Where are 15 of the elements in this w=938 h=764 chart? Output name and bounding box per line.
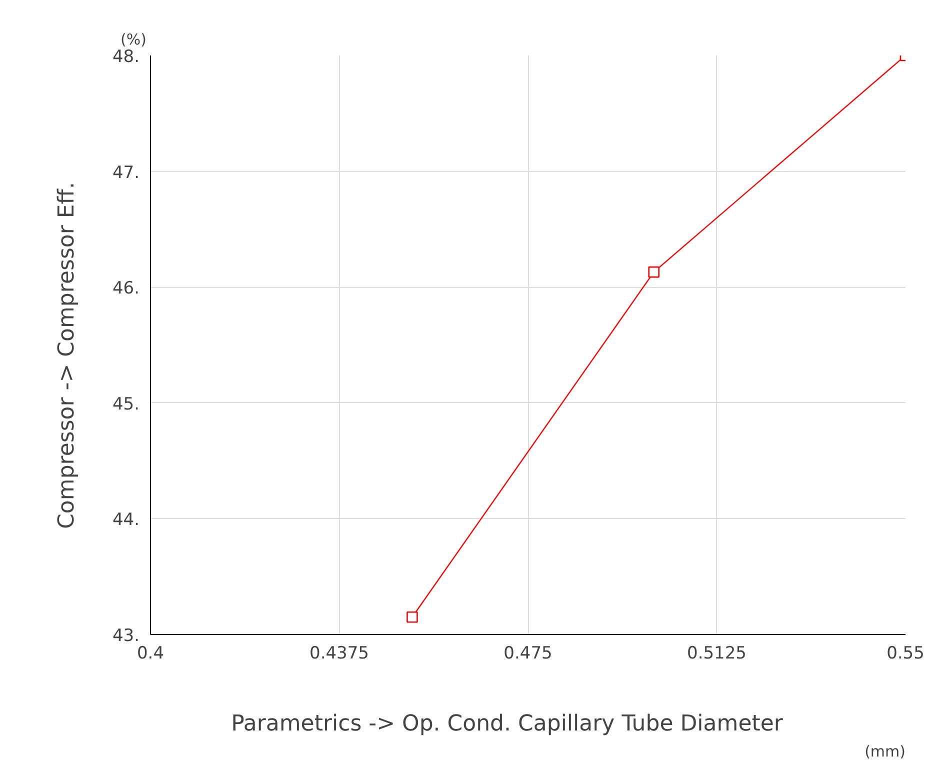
x-tick-label: 0.4375 xyxy=(310,644,369,664)
y-tick-label: 44. xyxy=(112,510,140,530)
y-tick-label: 43. xyxy=(112,626,140,646)
y-tick-label: 45. xyxy=(112,394,140,414)
y-axis-title: Compressor -> Compressor Eff. xyxy=(54,182,80,529)
text: (mm) xyxy=(864,742,906,760)
x-axis-title: Parametrics -> Op. Cond. Capillary Tube Diameter xyxy=(231,712,784,736)
x-tick-label: 0.4 xyxy=(136,644,164,664)
x-tick-label: 0.55 xyxy=(886,644,924,664)
y-tick-label: 48. xyxy=(112,47,140,67)
x-tick-label: 0.5125 xyxy=(687,644,746,664)
y-tick-label: 47. xyxy=(112,162,140,183)
text: (%) xyxy=(120,30,146,48)
x-tick-label: 0.475 xyxy=(504,644,552,664)
y-tick-label: 46. xyxy=(112,278,140,299)
